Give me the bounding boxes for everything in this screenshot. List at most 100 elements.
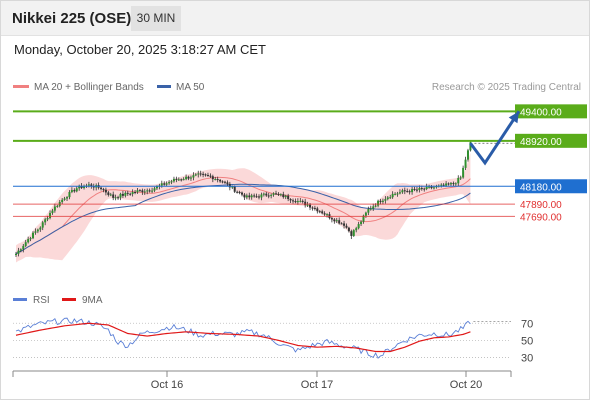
ma20-legend-swatch (13, 85, 29, 88)
candle-body (301, 200, 304, 202)
candle (260, 192, 263, 201)
candle (343, 220, 346, 229)
candle (360, 220, 363, 227)
candle (411, 186, 414, 195)
candle-body (73, 190, 76, 192)
candle (66, 196, 69, 202)
candle-body (381, 200, 384, 202)
candle-body (17, 250, 20, 254)
candle-body (32, 232, 35, 239)
timestamp: Monday, October 20, 2025 3:18:27 AM CET (14, 42, 266, 57)
candle (333, 217, 336, 224)
candle (245, 193, 248, 200)
candle-body (282, 194, 285, 198)
candle-body (75, 188, 78, 192)
candle (114, 194, 117, 201)
candle-body (216, 179, 219, 181)
candle-body (131, 192, 134, 194)
candle-body (70, 190, 73, 193)
x-tick-label: Oct 20 (450, 379, 482, 391)
candle-body (292, 200, 295, 202)
candle-body (138, 190, 141, 192)
candle-body (170, 181, 173, 183)
candle (36, 228, 39, 234)
candle-body (117, 197, 120, 199)
candle-body (430, 186, 433, 189)
candle-body (240, 192, 243, 195)
candle-body (362, 215, 365, 222)
ma50-legend-swatch (157, 85, 171, 88)
candle-body (121, 193, 124, 196)
candle (379, 198, 382, 205)
candle (447, 182, 450, 186)
candle-body (49, 213, 52, 219)
candle (275, 190, 278, 195)
candle (53, 203, 56, 213)
candle (287, 193, 290, 202)
candle (204, 173, 207, 177)
candle-body (435, 186, 438, 188)
candle (398, 189, 401, 195)
candle (163, 181, 166, 186)
candle-body (311, 207, 314, 209)
resistance-label-box (515, 133, 587, 148)
pivot-label: 48180.00 (520, 182, 562, 193)
candle-body (66, 197, 69, 199)
candle (243, 192, 246, 201)
candle (377, 199, 380, 208)
candle-body (119, 193, 122, 198)
candle-body (192, 175, 195, 178)
candle (112, 191, 115, 201)
candle (270, 193, 273, 199)
candle-body (440, 184, 443, 186)
candle-body (420, 188, 423, 190)
candle (425, 183, 428, 191)
candle (170, 179, 173, 185)
candle (226, 180, 229, 186)
candle (172, 176, 175, 183)
candle (197, 170, 200, 178)
candle-body (250, 195, 253, 198)
candle (185, 174, 188, 181)
time-axis: Oct 16 Oct 17 Oct 20 (12, 370, 512, 391)
candle-body (15, 253, 17, 256)
candle-body (384, 199, 387, 201)
candle-body (452, 183, 455, 185)
candle (102, 187, 105, 193)
candle-body (206, 175, 209, 177)
candle (177, 177, 180, 181)
candle (301, 199, 304, 204)
candle (313, 205, 316, 211)
candle-body (394, 193, 397, 195)
candle-body (294, 201, 297, 203)
rsi-legend-label: RSI (33, 295, 50, 306)
candle-body (357, 224, 360, 229)
candle-body (104, 189, 107, 193)
candle-body (265, 193, 268, 196)
candle-body (258, 196, 260, 198)
timeframe-button[interactable]: 30 MIN (131, 6, 181, 31)
candle (415, 186, 418, 193)
candle (338, 217, 341, 225)
candle-body (415, 189, 418, 191)
candle (323, 211, 326, 216)
candle (372, 203, 375, 211)
candle-body (350, 231, 353, 236)
candle-body (231, 186, 234, 188)
candle (381, 198, 384, 205)
candle (340, 222, 343, 225)
candle (192, 172, 195, 181)
candle (214, 176, 217, 181)
candle (347, 226, 350, 233)
candle-body (279, 194, 282, 196)
candle (299, 197, 302, 203)
candle-body (411, 188, 414, 193)
candle-body (289, 199, 292, 201)
candle (396, 191, 399, 197)
candle-body (83, 186, 86, 189)
candle-body (408, 191, 411, 193)
candle (141, 188, 144, 195)
candle (92, 183, 95, 191)
candle-body (243, 194, 246, 198)
